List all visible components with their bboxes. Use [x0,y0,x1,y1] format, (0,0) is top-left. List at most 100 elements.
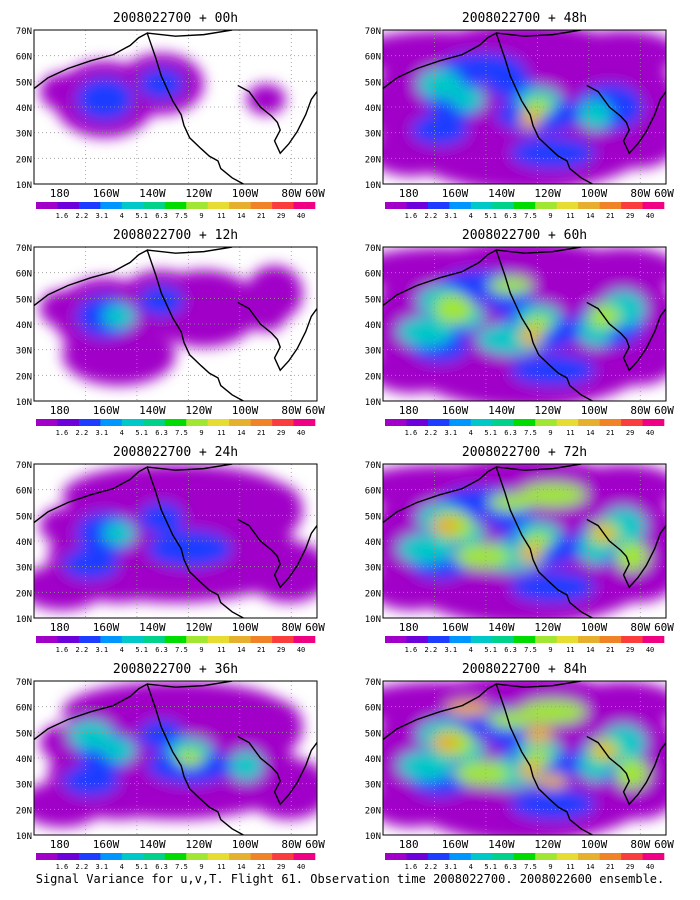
colorbar-label: 11 [566,212,574,220]
x-tick-label: 180 [399,838,419,851]
x-tick-label: 100W [581,187,608,200]
colorbar-swatch [535,853,557,860]
colorbar-swatch [36,636,58,643]
variance-blob [453,544,511,569]
colorbar-swatch [578,419,600,426]
x-tick-label: 140W [139,621,166,634]
coastline-path [34,683,244,835]
variance-blob [524,725,553,745]
colorbar-label: 4 [120,212,124,220]
y-tick-label: 20N [16,806,32,816]
colorbar-label: 14 [586,212,594,220]
variance-blob [138,502,184,534]
x-tick-label: 80W [281,404,301,417]
colorbar-swatch [427,419,450,426]
variance-blob [246,758,317,820]
colorbar-swatch [143,202,166,209]
map-frame [33,246,318,402]
colorbar-label: 40 [646,646,654,654]
colorbar-label: 40 [297,646,305,654]
x-tick-label: 120W [534,838,561,851]
x-tick-label: 60W [305,621,325,634]
variance-blob [615,758,650,789]
x-tick-label: 60W [305,404,325,417]
variance-blob [101,303,136,329]
colorbar-label: 21 [257,646,265,654]
y-tick-label: 30N [365,564,381,574]
colorbar-swatch [427,636,450,643]
colorbar-label: 4 [469,646,473,654]
panel-title: 2008022700 + 84h [462,662,587,677]
colorbar-label: 11 [217,429,225,437]
colorbar-label: 21 [606,646,614,654]
variance-blob [510,788,596,820]
colorbar-label: 14 [237,646,245,654]
colorbar-swatch [164,853,187,860]
colorbar-swatch [100,636,123,643]
coastline-path [237,518,317,589]
colorbar-label: 7.5 [175,863,188,871]
colorbar-swatch [492,419,515,426]
x-tick-label: 100W [581,838,608,851]
colorbar-swatch [578,853,600,860]
colorbar-label: 6.3 [155,646,168,654]
colorbar-swatch [621,853,643,860]
variance-blob [510,354,596,386]
colorbar-label: 7.5 [175,429,188,437]
y-tick-label: 70N [365,461,381,471]
colorbar-label: 21 [606,212,614,220]
colorbar-label: 11 [217,212,225,220]
x-tick-label: 100W [232,404,259,417]
colorbar-label: 9 [199,429,203,437]
colorbar-swatch [272,419,294,426]
variance-blob [566,247,666,294]
colorbar-label: 5.1 [484,429,497,437]
colorbar-label: 40 [297,429,305,437]
y-tick-label: 70N [16,27,32,37]
variance-blob [138,285,184,317]
x-tick-label: 100W [232,621,259,634]
colorbar-label: 1.6 [405,429,418,437]
coastline-path [147,681,233,688]
colorbar-label: 40 [297,212,305,220]
variance-blob [431,733,460,752]
colorbar-label: 3.1 [444,863,457,871]
variance-field [34,464,317,611]
variance-blob [101,520,136,546]
y-tick-label: 40N [16,538,32,548]
colorbar-swatch [36,853,58,860]
colorbar-swatch [406,419,429,426]
coastline [34,30,317,184]
colorbar-swatch [599,202,622,209]
colorbar-swatch [406,853,429,860]
x-tick-label: 160W [442,404,469,417]
x-tick-label: 100W [581,621,608,634]
variance-blob [510,571,596,603]
colorbar-swatch [186,853,208,860]
colorbar-label: 2.2 [76,863,89,871]
colorbar-swatch [470,202,493,209]
variance-blob [246,83,286,115]
panel-title: 2008022700 + 60h [462,228,587,243]
colorbar-label: 2.2 [425,429,438,437]
colorbar-swatch [642,202,665,209]
variance-blob [62,681,289,743]
colorbar-swatch [621,202,643,209]
coastline-path [34,466,244,618]
colorbar-swatch [229,419,251,426]
x-tick-label: 60W [654,404,674,417]
colorbar-label: 6.3 [155,863,168,871]
colorbar-swatch [406,636,429,643]
map-frame [382,246,667,402]
colorbar-label: 4 [469,863,473,871]
colorbar-swatch [143,853,166,860]
x-tick-label: 80W [630,187,650,200]
variance-blob [62,324,176,386]
y-tick-label: 50N [16,729,32,739]
colorbar-swatch [272,853,294,860]
colorbar-label: 29 [626,212,634,220]
colorbar-label: 11 [217,646,225,654]
variance-blob [246,265,303,321]
y-tick-label: 40N [16,755,32,765]
y-tick-label: 20N [16,372,32,382]
